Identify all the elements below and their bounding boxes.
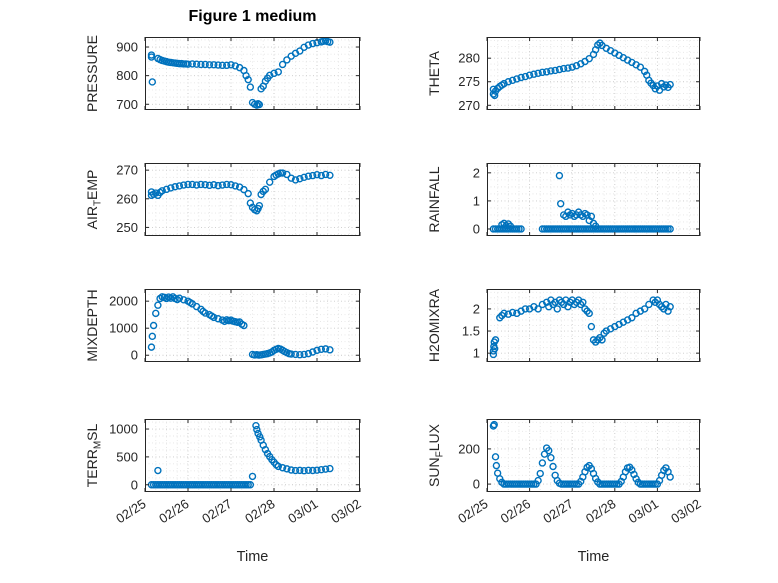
svg-text:RAINFALL: RAINFALL xyxy=(426,166,442,232)
svg-text:H2OMIXRA: H2OMIXRA xyxy=(426,288,442,362)
svg-text:1.5: 1.5 xyxy=(462,324,480,339)
svg-text:02/27: 02/27 xyxy=(540,496,575,526)
svg-text:260: 260 xyxy=(116,191,138,206)
terr-msl-plot: 0 500 1000 02/25 02/26 02/27 02/28 03/01 03/02 TE… xyxy=(84,419,364,526)
svg-text:275: 275 xyxy=(458,74,480,89)
svg-text:MIXDEPTH: MIXDEPTH xyxy=(84,289,100,361)
svg-text:1000: 1000 xyxy=(109,422,138,437)
air-temp-plot: 250 260 270 AIRTEMP xyxy=(84,163,361,236)
svg-text:THETA: THETA xyxy=(426,50,442,96)
svg-text:02/25: 02/25 xyxy=(113,496,148,526)
svg-text:800: 800 xyxy=(116,68,138,83)
svg-text:1: 1 xyxy=(473,346,480,361)
svg-text:280: 280 xyxy=(458,51,480,66)
svg-text:700: 700 xyxy=(116,97,138,112)
svg-text:SUNFLUX: SUNFLUX xyxy=(426,423,446,487)
svg-text:0: 0 xyxy=(131,477,138,492)
rainfall-plot: 0 1 2 RAINFALL xyxy=(426,163,701,236)
svg-text:AIRTEMP: AIRTEMP xyxy=(84,170,104,230)
svg-text:TERRMSL: TERRMSL xyxy=(84,423,104,487)
svg-text:02/28: 02/28 xyxy=(242,496,277,526)
subplot-pressure: 700 800 900 PRESSURE xyxy=(84,35,361,112)
time-axis-label-left: Time xyxy=(236,549,269,565)
svg-text:0: 0 xyxy=(473,477,480,492)
svg-text:02/26: 02/26 xyxy=(498,496,533,526)
subplot-h2omixra: 1 1.5 2 H2OMIXRA xyxy=(426,288,701,362)
svg-text:2: 2 xyxy=(473,301,480,316)
subplot-theta: 270 275 280 THETA xyxy=(426,37,701,113)
svg-text:03/01: 03/01 xyxy=(626,496,661,526)
mixdepth-plot: 0 1000 2000 MIXDEPTH xyxy=(84,289,361,363)
figure-title: Figure 1 medium xyxy=(188,8,317,25)
h2omixra-plot: 1 1.5 2 H2OMIXRA xyxy=(426,288,701,362)
subplot-terr-msl: 0 500 1000 02/25 02/26 02/27 02/28 03/01 03/02 TE… xyxy=(84,419,364,526)
time-axis-label-right: Time xyxy=(577,549,610,565)
subplot-mixdepth: 0 1000 2000 MIXDEPTH xyxy=(84,289,361,363)
subplot-sun-flux: 0 200 02/25 02/26 02/27 02/28 03/01 03/02 SUNFLU… xyxy=(426,419,704,526)
svg-text:2000: 2000 xyxy=(109,294,138,309)
svg-text:1000: 1000 xyxy=(109,321,138,336)
svg-text:900: 900 xyxy=(116,40,138,55)
svg-text:03/02: 03/02 xyxy=(668,496,703,526)
svg-text:02/27: 02/27 xyxy=(199,496,234,526)
svg-text:02/25: 02/25 xyxy=(455,496,490,526)
svg-text:02/28: 02/28 xyxy=(583,496,618,526)
svg-text:03/02: 03/02 xyxy=(328,496,363,526)
svg-text:270: 270 xyxy=(116,163,138,178)
pressure-plot: 700 800 900 PRESSURE xyxy=(84,35,361,112)
subplot-air-temp: 250 260 270 AIRTEMP xyxy=(84,163,361,236)
svg-text:0: 0 xyxy=(473,221,480,236)
svg-text:1: 1 xyxy=(473,193,480,208)
svg-text:200: 200 xyxy=(458,441,480,456)
svg-text:2: 2 xyxy=(473,165,480,180)
sun-flux-plot: 0 200 02/25 02/26 02/27 02/28 03/01 03/02 SUNFLU… xyxy=(426,419,704,526)
svg-text:03/01: 03/01 xyxy=(285,496,320,526)
svg-text:270: 270 xyxy=(458,98,480,113)
svg-text:0: 0 xyxy=(131,348,138,363)
svg-text:500: 500 xyxy=(116,449,138,464)
subplot-rainfall: 0 1 2 RAINFALL xyxy=(426,163,701,236)
svg-text:250: 250 xyxy=(116,220,138,235)
svg-text:02/26: 02/26 xyxy=(156,496,191,526)
svg-text:PRESSURE: PRESSURE xyxy=(84,35,100,112)
theta-plot: 270 275 280 THETA xyxy=(426,37,701,113)
